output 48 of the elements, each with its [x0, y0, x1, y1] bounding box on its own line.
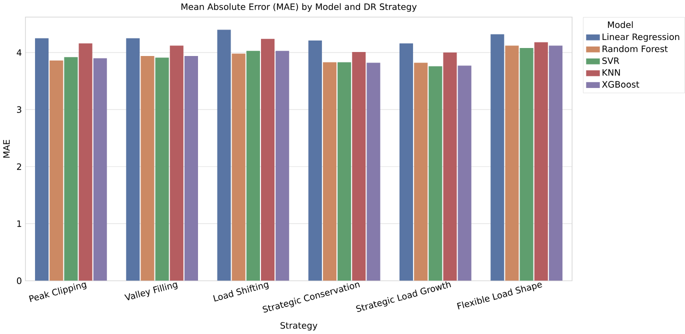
y-tick-label: 3 [17, 106, 22, 114]
legend-title: Model [608, 21, 633, 28]
bar [548, 46, 562, 281]
bar [276, 50, 290, 281]
bar [308, 40, 322, 281]
bar [50, 60, 64, 281]
bar [520, 48, 534, 281]
bar [534, 42, 548, 281]
x-tick-label: Peak Clipping [29, 282, 86, 302]
bar [366, 62, 380, 281]
bar [399, 44, 414, 281]
bar [126, 38, 140, 281]
legend-label: Linear Regression [602, 33, 680, 42]
bar [443, 52, 457, 281]
bar [414, 62, 428, 281]
legend-label: XGBoost [602, 81, 640, 88]
bar [232, 54, 246, 281]
x-axis-title: Strategy [280, 322, 318, 331]
bar [217, 30, 231, 281]
bar [78, 44, 92, 281]
x-tick-label: Flexible Load Shape [456, 282, 542, 310]
bar [428, 66, 442, 281]
legend-label: KNN [602, 69, 620, 76]
bar [64, 57, 78, 281]
bar [155, 58, 169, 281]
bar [35, 38, 49, 281]
y-axis-title: MAE [3, 140, 10, 158]
x-tick-label: Valley Filling [124, 282, 178, 300]
legend-label: Random Forest [602, 45, 668, 52]
y-tick-label: 0 [16, 278, 22, 284]
bar [93, 58, 107, 281]
bar [505, 46, 519, 281]
bar [184, 56, 198, 281]
y-tick-label: 1 [17, 220, 22, 228]
x-tick-label: Load Shifting [213, 282, 269, 302]
legend-label: SVR [602, 58, 620, 64]
bar [458, 66, 472, 281]
bar [140, 56, 154, 281]
bar [170, 46, 184, 281]
bar [322, 62, 337, 281]
chart-title: Mean Absolute Error (MAE) by Model and DR Strategy [181, 3, 417, 12]
bar [260, 38, 275, 281]
bar [490, 34, 504, 281]
y-tick-label: 4 [16, 49, 22, 56]
y-tick-label: 2 [17, 164, 22, 170]
bar [246, 50, 260, 281]
bar [352, 52, 366, 281]
bar [338, 62, 352, 281]
